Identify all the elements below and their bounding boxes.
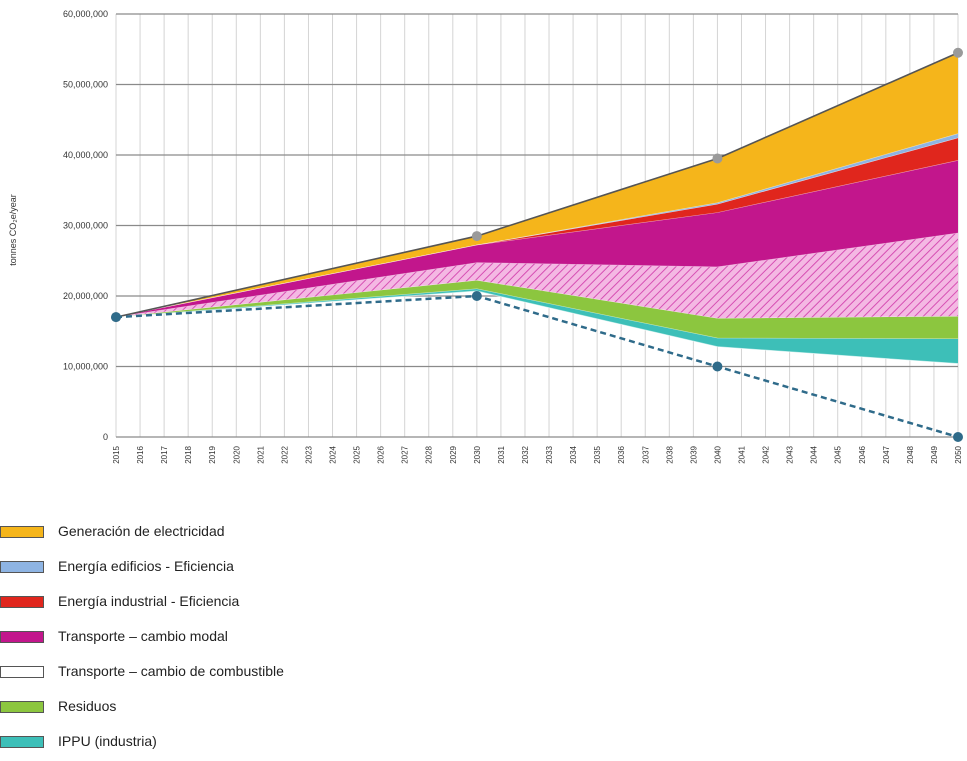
x-tick-label: 2027 xyxy=(401,445,410,463)
x-tick-label: 2029 xyxy=(449,445,458,463)
x-tick-label: 2016 xyxy=(136,445,145,463)
y-axis-label: tonnes CO₂e/year xyxy=(8,194,18,266)
legend-item: Transporte – cambio de combustible xyxy=(0,662,400,682)
target-path-point xyxy=(712,361,723,372)
legend-item: IPPU (industria) xyxy=(0,732,400,752)
x-tick-label: 2048 xyxy=(906,445,915,463)
legend-item: Energía industrial - Eficiencia xyxy=(0,592,400,612)
legend-swatch xyxy=(0,701,44,713)
y-tick-label: 60,000,000 xyxy=(63,9,108,19)
x-tick-label: 2043 xyxy=(786,445,795,463)
target-path-line xyxy=(115,294,959,439)
x-tick-label: 2049 xyxy=(930,445,939,463)
baseline-line xyxy=(115,52,959,318)
area-edge-residuos xyxy=(115,288,959,340)
legend-label: IPPU (industria) xyxy=(58,733,157,749)
legend-item: Generación de electricidad xyxy=(0,522,400,542)
x-tick-label: 2040 xyxy=(713,445,722,463)
x-tick-label: 2025 xyxy=(353,445,362,463)
x-tick-label: 2044 xyxy=(810,445,819,463)
area-transporte-cambio-modal xyxy=(116,160,958,318)
legend-label: Energía industrial - Eficiencia xyxy=(58,593,240,609)
y-axis: 0 10,000,000 20,000,000 30,000,000 40,000,00… xyxy=(63,9,108,442)
x-tick-label: 2022 xyxy=(280,445,289,463)
x-tick-label: 2037 xyxy=(641,445,650,463)
x-tick-label: 2015 xyxy=(112,445,121,463)
target-path-point xyxy=(471,291,482,301)
x-tick-label: 2019 xyxy=(208,445,217,463)
y-tick-label: 30,000,000 xyxy=(63,221,108,231)
x-tick-label: 2038 xyxy=(665,445,674,463)
x-tick-label: 2026 xyxy=(377,445,386,463)
baseline-point xyxy=(712,153,723,164)
legend-swatch xyxy=(0,736,44,748)
target-path-point xyxy=(111,312,121,323)
legend-item: Residuos xyxy=(0,697,400,717)
legend-label: Transporte – cambio modal xyxy=(58,628,228,644)
x-tick-label: 2031 xyxy=(497,445,506,463)
chart-lines xyxy=(111,47,963,442)
x-tick-label: 2045 xyxy=(834,445,843,463)
legend-label: Residuos xyxy=(58,698,117,714)
x-tick-label: 2021 xyxy=(256,445,265,463)
legend-swatch xyxy=(0,666,44,678)
x-axis: 2015 2016 2017 2018 2019 2020 2021 2022 2023 2024… xyxy=(112,445,963,463)
area-edge-ippu-industria xyxy=(115,290,959,365)
legend-swatch xyxy=(0,561,44,573)
legend-swatch xyxy=(0,526,44,538)
legend-label: Generación de electricidad xyxy=(58,523,225,539)
legend-item: Energía edificios - Eficiencia xyxy=(0,557,400,577)
x-tick-label: 2032 xyxy=(521,445,530,463)
legend-label: Energía edificios - Eficiencia xyxy=(58,558,234,574)
x-tick-label: 2050 xyxy=(954,445,963,463)
area-residuos xyxy=(116,280,958,340)
legend-swatch xyxy=(0,596,44,608)
baseline-point xyxy=(953,47,963,58)
x-tick-label: 2041 xyxy=(737,445,746,463)
area-ippu-industria xyxy=(116,288,958,364)
x-tick-label: 2017 xyxy=(160,445,169,463)
x-tick-label: 2034 xyxy=(569,445,578,463)
y-tick-label: 0 xyxy=(103,432,108,442)
x-tick-label: 2047 xyxy=(882,445,891,463)
legend-swatch xyxy=(0,631,44,643)
x-tick-label: 2036 xyxy=(617,445,626,463)
legend-item: Transporte – cambio modal xyxy=(0,627,400,647)
stacked-areas xyxy=(115,52,959,365)
x-tick-label: 2033 xyxy=(545,445,554,463)
area-transporte-cambio-de-combustible xyxy=(116,233,958,319)
x-tick-label: 2039 xyxy=(689,445,698,463)
target-path-point xyxy=(953,432,963,442)
legend-label: Transporte – cambio de combustible xyxy=(58,663,284,679)
x-tick-label: 2023 xyxy=(304,445,313,463)
x-tick-label: 2035 xyxy=(593,445,602,463)
y-tick-label: 50,000,000 xyxy=(63,80,108,90)
x-tick-label: 2028 xyxy=(425,445,434,463)
emissions-area-chart: 0 10,000,000 20,000,000 30,000,000 40,000,00… xyxy=(8,9,963,464)
y-tick-label: 40,000,000 xyxy=(63,150,108,160)
y-tick-label: 20,000,000 xyxy=(63,291,108,301)
y-tick-label: 10,000,000 xyxy=(63,362,108,372)
x-tick-label: 2018 xyxy=(184,445,193,463)
baseline-point xyxy=(471,231,482,242)
x-tick-label: 2030 xyxy=(473,445,482,463)
x-tick-label: 2046 xyxy=(858,445,867,463)
x-tick-label: 2020 xyxy=(232,445,241,463)
x-tick-label: 2042 xyxy=(762,445,771,463)
x-tick-label: 2024 xyxy=(329,445,338,463)
